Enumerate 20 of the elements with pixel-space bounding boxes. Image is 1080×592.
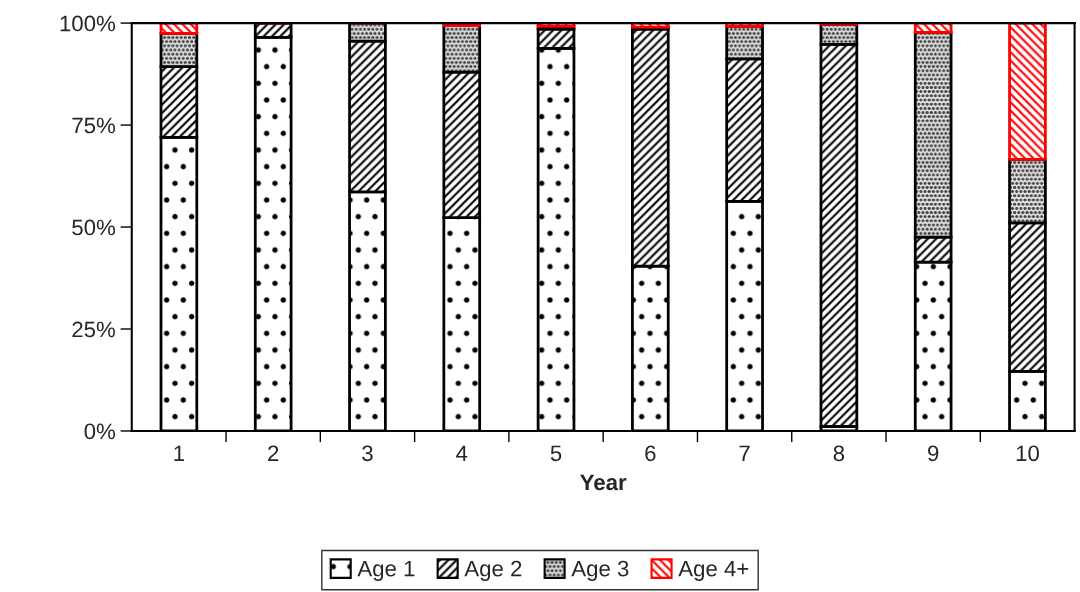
x-tick-label: 8 xyxy=(833,445,845,462)
x-tick-label: 4 xyxy=(456,445,468,461)
x-tick-label: 6 xyxy=(645,445,656,462)
x-tick-label: 10 xyxy=(1016,445,1039,462)
x-tick-label: 7 xyxy=(739,445,750,461)
y-tick-label: 0% xyxy=(84,423,115,440)
legend-label: Age 2 xyxy=(464,560,522,581)
legend-label: Age 1 xyxy=(357,560,415,581)
y-tick-label: 25% xyxy=(72,321,115,338)
y-tick-label: 75% xyxy=(72,117,115,134)
x-tick-label: 2 xyxy=(268,445,279,461)
y-tick-label: 100% xyxy=(60,15,115,32)
x-axis-title: Year xyxy=(580,474,627,491)
legend-label: Age 4+ xyxy=(678,560,749,581)
x-tick-label: 5 xyxy=(550,445,562,462)
y-tick-label: 50% xyxy=(72,219,115,236)
x-tick-label: 1 xyxy=(174,445,184,461)
x-tick-label: 9 xyxy=(928,445,939,462)
x-tick-label: 3 xyxy=(362,445,373,462)
legend-label: Age 3 xyxy=(571,560,629,581)
